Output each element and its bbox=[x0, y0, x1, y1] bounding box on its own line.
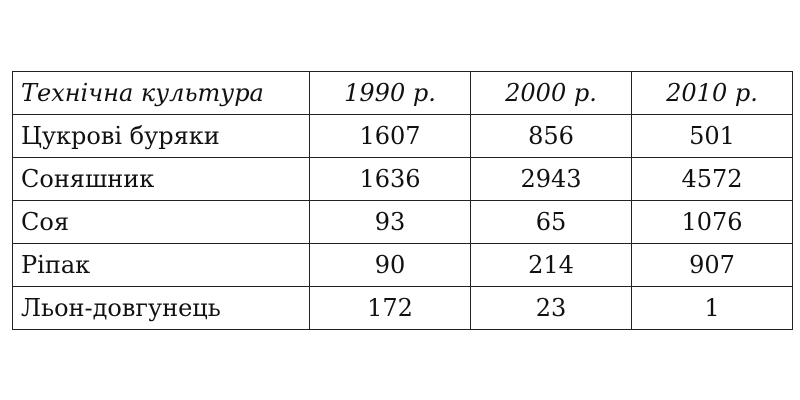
value-2010: 1 bbox=[631, 286, 793, 330]
header-row: Технічна культура 1990 р. 2000 р. 2010 р… bbox=[12, 71, 793, 115]
value-2000: 65 bbox=[470, 200, 632, 244]
value-1990: 1636 bbox=[309, 157, 471, 201]
value-1990: 172 bbox=[309, 286, 471, 330]
value-2000: 23 bbox=[470, 286, 632, 330]
crop-name: Соя bbox=[12, 200, 310, 244]
value-2010: 501 bbox=[631, 114, 793, 158]
value-1990: 93 bbox=[309, 200, 471, 244]
value-2010: 4572 bbox=[631, 157, 793, 201]
value-2000: 2943 bbox=[470, 157, 632, 201]
crop-name: Цукрові буряки bbox=[12, 114, 310, 158]
table-row: Ріпак 90 214 907 bbox=[12, 243, 793, 287]
header-year-2000: 2000 р. bbox=[470, 71, 632, 115]
crop-name: Льон-довгунець bbox=[12, 286, 310, 330]
value-2000: 856 bbox=[470, 114, 632, 158]
value-2010: 1076 bbox=[631, 200, 793, 244]
header-year-2010: 2010 р. bbox=[631, 71, 793, 115]
value-1990: 1607 bbox=[309, 114, 471, 158]
table-row: Цукрові буряки 1607 856 501 bbox=[12, 114, 793, 158]
value-2010: 907 bbox=[631, 243, 793, 287]
value-1990: 90 bbox=[309, 243, 471, 287]
crops-table: Технічна культура 1990 р. 2000 р. 2010 р… bbox=[12, 71, 793, 330]
value-2000: 214 bbox=[470, 243, 632, 287]
table-row: Соняшник 1636 2943 4572 bbox=[12, 157, 793, 201]
table-row: Льон-довгунець 172 23 1 bbox=[12, 286, 793, 330]
crop-name: Соняшник bbox=[12, 157, 310, 201]
table-row: Соя 93 65 1076 bbox=[12, 200, 793, 244]
header-year-1990: 1990 р. bbox=[309, 71, 471, 115]
header-crop: Технічна культура bbox=[12, 71, 310, 115]
crop-name: Ріпак bbox=[12, 243, 310, 287]
